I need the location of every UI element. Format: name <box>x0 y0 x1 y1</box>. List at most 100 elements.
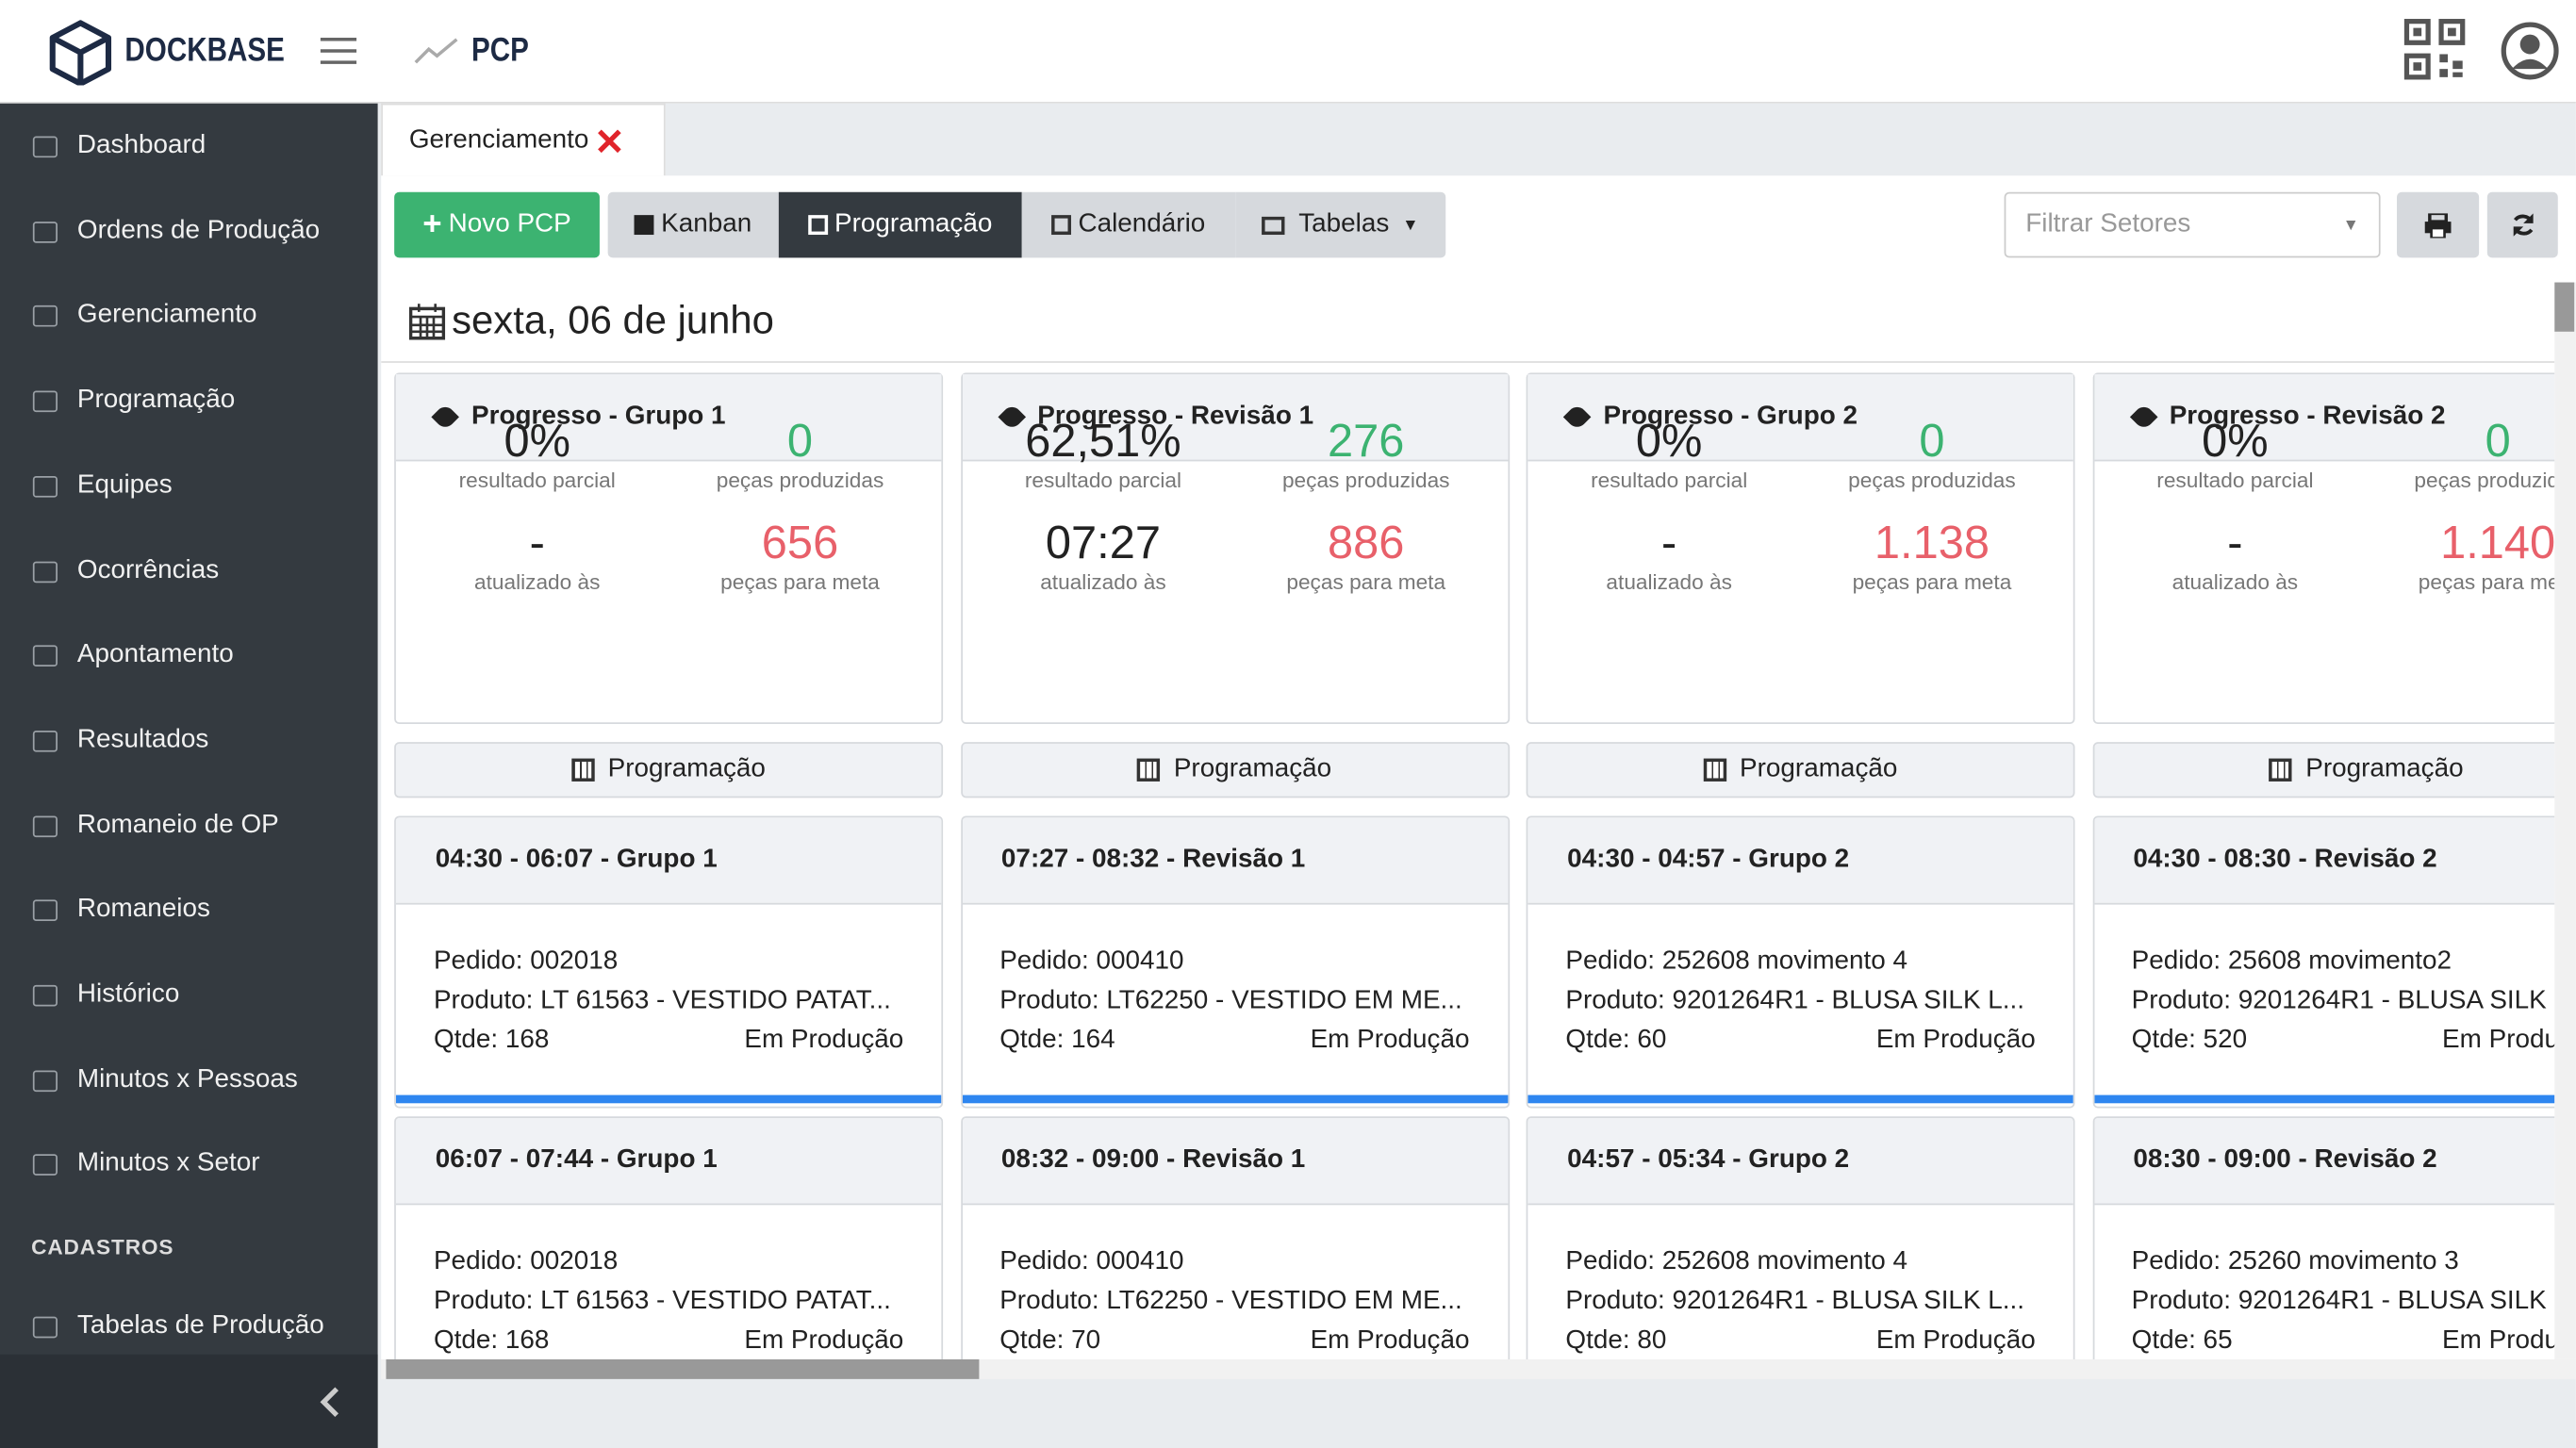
column: Progresso - Revisão 1 62,51% resultado par… <box>960 283 1510 1359</box>
schedule-card[interactable]: 04:30 - 06:07 - Grupo 1 Pedido: 002018 Pro… <box>394 815 944 1109</box>
status: Em Produção <box>1310 1026 1470 1055</box>
schedule-header: 04:57 - 05:34 - Grupo 2 <box>1527 1117 2073 1206</box>
stat: 886 peças para meta <box>1234 518 1497 595</box>
h-scrollbar[interactable] <box>381 1358 2576 1379</box>
schedule-header: 04:30 - 08:30 - Revisão 2 <box>2093 817 2555 905</box>
sidebar-item[interactable]: Histórico <box>76 979 180 1009</box>
programacao-button[interactable]: Programação <box>394 742 944 798</box>
sidebar-icon <box>32 1154 58 1176</box>
schedule-card[interactable]: 08:32 - 09:00 - Revisão 1 Pedido: 000410 P… <box>960 1116 1510 1359</box>
stat-value: 886 <box>1328 517 1405 568</box>
progress-card: Progresso - Revisão 1 62,51% resultado par… <box>960 372 1510 725</box>
product: Produto: LT 61563 - VESTIDO PATAT... <box>433 986 891 1015</box>
schedule-title: 04:30 - 04:57 - Grupo 2 <box>1567 845 1850 874</box>
page-icon <box>414 38 458 64</box>
quantity: Qtde: 520 <box>2131 1026 2248 1055</box>
refresh-button[interactable] <box>2486 191 2558 258</box>
stat-value: 1.138 <box>1874 517 1990 568</box>
sidebar-item[interactable]: Dashboard <box>76 131 206 159</box>
schedule-title: 08:32 - 09:00 - Revisão 1 <box>1000 1145 1306 1175</box>
sidebar-item[interactable]: Romaneio de OP <box>76 810 279 839</box>
tab-close[interactable] <box>595 125 624 155</box>
sector-filter[interactable]: Filtrar Setores ▼ <box>2004 191 2381 258</box>
tab-label: Gerenciamento <box>408 125 589 154</box>
product: Produto: LT 61563 - VESTIDO PATAT... <box>433 1287 891 1315</box>
h-scrollbar-thumb[interactable] <box>386 1358 980 1379</box>
column: Progresso - Grupo 1 0% resultado parcial 0 p… <box>394 283 944 1359</box>
kanban-button[interactable]: Kanban <box>607 191 779 258</box>
stat-label: peças produzidas <box>716 468 884 493</box>
progress-header: Progresso - Revisão 1 <box>962 374 1508 462</box>
tabelas-dropdown[interactable]: Tabelas ▼ <box>1235 191 1446 258</box>
sidebar-item[interactable]: Romaneios <box>76 895 210 924</box>
order: Pedido: 000410 <box>999 1247 1184 1276</box>
schedule-card[interactable]: 06:07 - 07:44 - Grupo 1 Pedido: 002018 Pro… <box>394 1116 944 1359</box>
status: Em Produção <box>1875 1026 2036 1055</box>
schedule-card[interactable]: 04:30 - 04:57 - Grupo 2 Pedido: 252608 mo… <box>1526 815 2075 1109</box>
button-label: Programação <box>1740 755 1898 783</box>
schedule-header: 08:32 - 09:00 - Revisão 1 <box>962 1117 1508 1206</box>
print-button[interactable] <box>2397 191 2480 258</box>
sidebar-item[interactable]: Ocorrências <box>76 555 220 584</box>
schedule-header: 07:27 - 08:32 - Revisão 1 <box>962 817 1508 905</box>
sidebar-item[interactable]: Resultados <box>76 725 209 754</box>
content: sexta, 06 de junho Progresso - Grupo 1 0%… <box>381 283 2555 1359</box>
tab[interactable]: Gerenciamento <box>381 103 666 176</box>
progress-card: Progresso - Grupo 2 0% resultado parcial 0 p… <box>1526 372 2075 725</box>
stat-value: - <box>529 517 545 568</box>
menu-toggle[interactable] <box>320 36 360 65</box>
schedule-card[interactable]: 07:27 - 08:32 - Revisão 1 Pedido: 000410 P… <box>960 815 1510 1109</box>
status: Em Produção <box>1310 1326 1470 1355</box>
programacao-button[interactable]: Programação <box>778 191 1022 258</box>
sidebar-icon <box>32 984 58 1007</box>
sidebar-icon <box>32 136 58 158</box>
progress-title: Progresso - Grupo 2 <box>1603 402 1858 431</box>
status: Em Produção <box>2442 1026 2554 1055</box>
schedule-card[interactable]: 08:30 - 09:00 - Revisão 2 Pedido: 25260 m… <box>2091 1116 2555 1359</box>
schedule-card[interactable]: 04:30 - 08:30 - Revisão 2 Pedido: 25608 m… <box>2091 815 2555 1109</box>
new-pcp-button[interactable]: + Novo PCP <box>394 191 600 258</box>
sidebar-item[interactable]: Ordens de Produção <box>76 216 321 244</box>
button-label: Novo PCP <box>448 209 571 239</box>
divider <box>381 361 2555 363</box>
stat: 1.138 peças para meta <box>1801 518 2064 595</box>
sidebar-item[interactable]: Minutos x Pessoas <box>76 1064 298 1094</box>
programacao-button[interactable]: Programação <box>960 742 1510 798</box>
programacao-button[interactable]: Programação <box>2091 742 2555 798</box>
user-avatar[interactable] <box>2501 22 2560 81</box>
sidebar-item[interactable]: Gerenciamento <box>76 301 257 329</box>
v-scrollbar-thumb[interactable] <box>2554 282 2575 332</box>
sidebar-icon <box>32 645 58 667</box>
progress-card: Progresso - Revisão 2 0% resultado parcial… <box>2091 372 2555 725</box>
product: Produto: 9201264R1 - BLUSA SILK <box>2131 986 2547 1015</box>
stat-label: atualizado às <box>1606 569 1732 595</box>
button-label: Programação <box>2305 755 2464 783</box>
sidebar-item[interactable]: Minutos x Setor <box>76 1149 260 1178</box>
progress-bar <box>1527 1094 2073 1104</box>
sidebar-item[interactable]: Tabelas de Produção <box>76 1311 324 1341</box>
sidebar-item[interactable]: Equipes <box>76 470 173 500</box>
calendar-icon <box>408 304 446 340</box>
calendario-button[interactable]: Calendário <box>1021 191 1236 258</box>
stat-label: peças produzidas <box>1848 468 2016 493</box>
schedule-title: 04:57 - 05:34 - Grupo 2 <box>1567 1145 1850 1175</box>
stat: 07:27 atualizado às <box>972 518 1235 595</box>
order: Pedido: 252608 movimento 4 <box>1565 946 1908 976</box>
v-scrollbar[interactable] <box>2554 282 2576 1359</box>
sidebar-item[interactable]: Apontamento <box>76 640 234 669</box>
sidebar-icon <box>32 899 58 922</box>
stat-label: atualizado às <box>1040 569 1166 595</box>
programacao-button[interactable]: Programação <box>1526 742 2075 798</box>
qr-button[interactable] <box>2403 18 2466 80</box>
sidebar-icon <box>32 1069 58 1092</box>
sidebar-item[interactable]: Programação <box>76 386 236 415</box>
progress-bar <box>962 1094 1508 1104</box>
stat-label: resultado parcial <box>458 468 616 493</box>
stat-value: 62,51% <box>1025 415 1181 467</box>
status: Em Produção <box>744 1026 904 1055</box>
schedule-card[interactable]: 04:57 - 05:34 - Grupo 2 Pedido: 252608 mo… <box>1526 1116 2075 1359</box>
button-label: Calendário <box>1078 209 1206 239</box>
collapse-button[interactable] <box>319 1386 341 1419</box>
